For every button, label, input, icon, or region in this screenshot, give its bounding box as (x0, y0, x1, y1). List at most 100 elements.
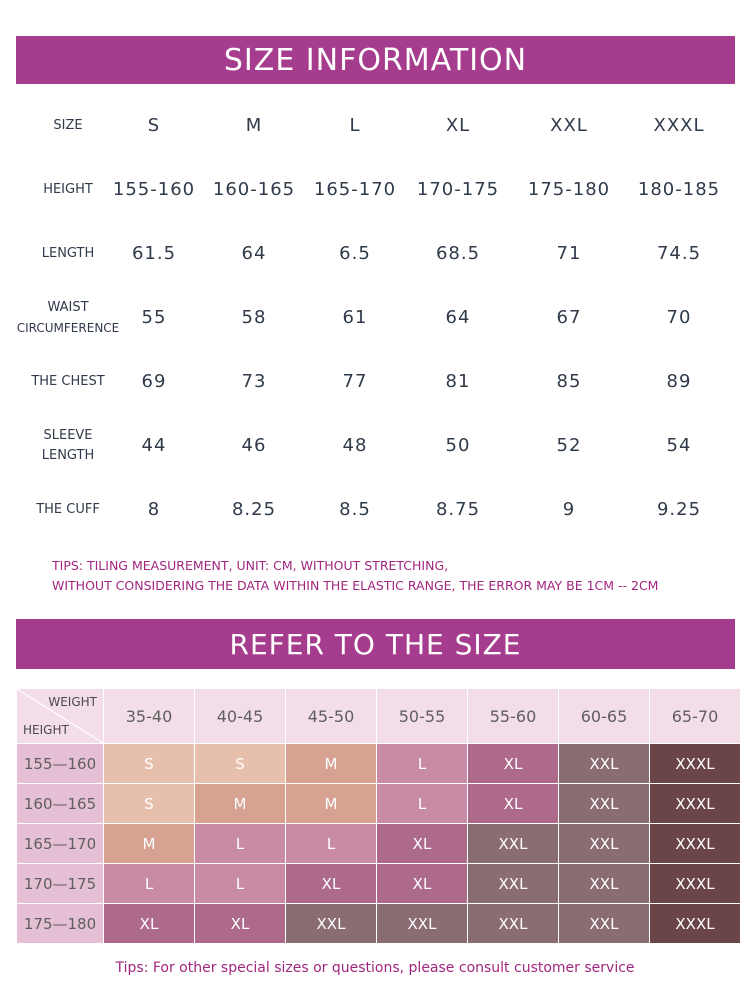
size-recommendation-cell: S (104, 784, 194, 823)
size-recommendation-cell: XXL (377, 904, 467, 943)
size-header-cell: XL (445, 115, 471, 136)
size-row-label-line: SIZE (53, 118, 83, 133)
size-recommendation-cell: XXL (468, 904, 558, 943)
size-recommendation-cell: XXXL (650, 864, 740, 903)
size-recommendation-cell: XL (104, 904, 194, 943)
size-recommendation-cell: M (286, 784, 376, 823)
size-value-cell: 6.5 (339, 243, 371, 264)
size-recommendation-cell: XXL (559, 904, 649, 943)
size-value-cell: 160-165 (212, 179, 296, 200)
size-recommendation-cell: L (286, 824, 376, 863)
size-row-label: THE CUFF (16, 478, 120, 542)
size-value-cell: 46 (241, 435, 267, 456)
size-recommendation-cell: M (104, 824, 194, 863)
size-value-cell: 9 (562, 499, 576, 520)
size-recommendation-cell: XXL (559, 784, 649, 823)
size-row-label-line: LENGTH (41, 448, 95, 463)
size-value-cell: 71 (556, 243, 582, 264)
measurement-tips: TIPS: TILING MEASUREMENT, UNIT: CM, WITH… (52, 556, 742, 596)
size-recommendation-cell: L (195, 824, 285, 863)
size-recommendation-cell: L (195, 864, 285, 903)
height-header-cell: 175—180 (17, 904, 103, 943)
size-value-cell: 170-175 (416, 179, 500, 200)
size-value-cell: 89 (666, 371, 692, 392)
size-header-cell: S (147, 115, 161, 136)
weight-header-cell: 60-65 (559, 689, 649, 743)
size-value-cell: 9.25 (656, 499, 702, 520)
size-value-cell: 68.5 (435, 243, 481, 264)
size-value-cell: 74.5 (656, 243, 702, 264)
size-value-cell: 64 (241, 243, 267, 264)
size-recommendation-cell: XXL (559, 744, 649, 783)
size-row: THE CUFF 8 8.25 8.5 8.75 9 9.25 (16, 478, 735, 542)
size-value-cell: 70 (666, 307, 692, 328)
size-reference-grid: WEIGHT HEIGHT 35-40 40-45 45-50 50-55 55-60 6… (17, 689, 740, 943)
size-header-cell: M (245, 115, 263, 136)
weight-header-cell: 50-55 (377, 689, 467, 743)
size-row-label-line: WAIST (47, 300, 89, 315)
size-recommendation-cell: XL (286, 864, 376, 903)
size-row: HEIGHT 155-160 160-165 165-170 170-175 175-18… (16, 158, 735, 222)
size-row: THE CHEST 69 73 77 81 85 89 (16, 350, 735, 414)
size-recommendation-cell: XXL (468, 824, 558, 863)
weight-header-cell: 35-40 (104, 689, 194, 743)
weight-header-cell: 65-70 (650, 689, 740, 743)
size-value-cell: 175-180 (527, 179, 611, 200)
size-value-cell: 52 (556, 435, 582, 456)
size-value-cell: 8.75 (435, 499, 481, 520)
size-recommendation-cell: XXXL (650, 904, 740, 943)
size-row: SLEEVE LENGTH 44 46 48 50 52 54 (16, 414, 735, 478)
size-header-row: SIZE S M L XL XXL XXXL (16, 94, 735, 158)
size-recommendation-cell: XXL (559, 864, 649, 903)
size-value-cell: 54 (666, 435, 692, 456)
size-recommendation-cell: XXL (286, 904, 376, 943)
size-recommendation-cell: L (104, 864, 194, 903)
size-row-label: THE CHEST (16, 350, 120, 414)
corner-weight-label: WEIGHT (48, 695, 97, 709)
size-row-label-line: LENGTH (41, 246, 95, 261)
size-recommendation-cell: XL (468, 744, 558, 783)
size-value-cell: 165-170 (313, 179, 397, 200)
size-value-cell: 69 (141, 371, 167, 392)
size-recommendation-cell: M (286, 744, 376, 783)
refer-size-title: REFER TO THE SIZE (229, 628, 522, 661)
size-row-label: LENGTH (16, 222, 120, 286)
tips-line: WITHOUT CONSIDERING THE DATA WITHIN THE … (52, 578, 659, 593)
size-recommendation-cell: M (195, 784, 285, 823)
size-recommendation-cell: XXL (468, 864, 558, 903)
weight-header-cell: 40-45 (195, 689, 285, 743)
size-information-table: SIZE S M L XL XXL XXXL HEIGHT 155-160 160-165 165-… (16, 94, 735, 544)
size-recommendation-cell: S (104, 744, 194, 783)
size-value-cell: 64 (445, 307, 471, 328)
corner-height-label: HEIGHT (23, 723, 69, 737)
size-value-cell: 85 (556, 371, 582, 392)
size-row-label-line: SLEEVE (43, 428, 93, 443)
size-recommendation-cell: XXXL (650, 824, 740, 863)
size-recommendation-cell: L (377, 744, 467, 783)
height-header-cell: 170—175 (17, 864, 103, 903)
refer-size-banner: REFER TO THE SIZE (16, 619, 735, 669)
size-header-cell: XXL (550, 115, 588, 136)
size-value-cell: 81 (445, 371, 471, 392)
size-information-title: SIZE INFORMATION (223, 43, 528, 78)
size-recommendation-cell: XL (377, 824, 467, 863)
size-recommendation-cell: XL (195, 904, 285, 943)
size-row-label: SLEEVE LENGTH (16, 414, 120, 478)
size-row-label-line: THE CUFF (36, 502, 100, 517)
grid-corner-header: WEIGHT HEIGHT (17, 689, 103, 743)
size-row-label-line: CIRCUMFERENCE (16, 321, 120, 335)
size-recommendation-cell: XL (377, 864, 467, 903)
corner-divider-line (17, 689, 103, 743)
size-value-cell: 8.25 (231, 499, 277, 520)
size-value-cell: 155-160 (112, 179, 196, 200)
customer-service-tip: Tips: For other special sizes or questio… (115, 960, 635, 976)
size-value-cell: 61.5 (131, 243, 177, 264)
size-value-cell: 8 (147, 499, 161, 520)
size-value-cell: 55 (141, 307, 167, 328)
weight-header-cell: 45-50 (286, 689, 376, 743)
size-row-label: SIZE (16, 94, 120, 158)
height-header-cell: 160—165 (17, 784, 103, 823)
size-row-label-line: HEIGHT (43, 182, 93, 197)
size-value-cell: 44 (141, 435, 167, 456)
size-recommendation-cell: S (195, 744, 285, 783)
